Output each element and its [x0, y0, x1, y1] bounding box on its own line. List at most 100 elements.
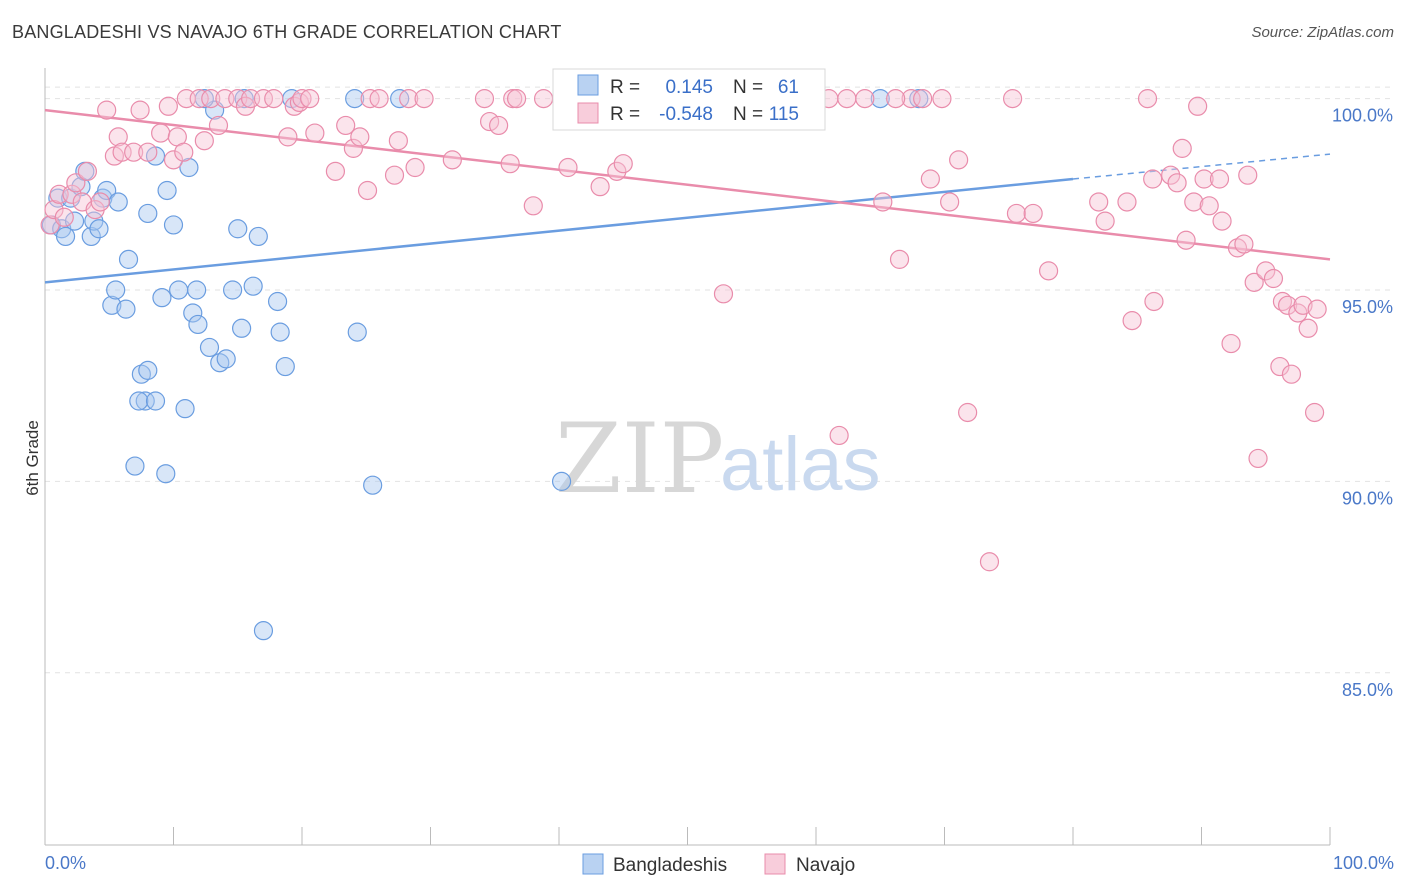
point-bangladeshis-42[interactable] — [228, 219, 248, 239]
point-navajo-64[interactable] — [613, 154, 633, 174]
point-navajo-90[interactable] — [1095, 211, 1115, 231]
point-navajo-116[interactable] — [1281, 364, 1302, 384]
point-navajo-48[interactable] — [399, 89, 419, 109]
point-navajo-36[interactable] — [292, 89, 312, 109]
point-navajo-87[interactable] — [1023, 203, 1043, 224]
point-navajo-17[interactable] — [151, 123, 171, 143]
point-navajo-86[interactable] — [1006, 203, 1027, 224]
point-bangladeshis-16[interactable] — [106, 280, 126, 300]
point-bangladeshis-17[interactable] — [116, 299, 136, 319]
point-navajo-15[interactable] — [130, 100, 150, 120]
point-bangladeshis-32[interactable] — [179, 157, 199, 178]
point-bangladeshis-47[interactable] — [267, 291, 288, 312]
point-bangladeshis-41[interactable] — [223, 280, 243, 300]
point-navajo-124[interactable] — [1143, 169, 1163, 189]
point-navajo-18[interactable] — [158, 96, 178, 116]
point-bangladeshis-13[interactable] — [108, 192, 128, 212]
point-navajo-105[interactable] — [1221, 333, 1241, 354]
point-navajo-43[interactable] — [357, 180, 378, 201]
point-bangladeshis-29[interactable] — [152, 288, 172, 308]
point-navajo-99[interactable] — [1184, 192, 1204, 212]
point-navajo-92[interactable] — [1122, 311, 1142, 331]
point-navajo-100[interactable] — [1188, 96, 1208, 116]
point-navajo-55[interactable] — [500, 154, 520, 174]
point-navajo-96[interactable] — [1167, 173, 1187, 193]
point-bangladeshis-35[interactable] — [187, 280, 207, 300]
point-bangladeshis-40[interactable] — [216, 349, 236, 369]
point-bangladeshis-33[interactable] — [183, 303, 203, 323]
point-bangladeshis-48[interactable] — [270, 322, 290, 342]
point-navajo-80[interactable] — [932, 89, 952, 109]
point-navajo-114[interactable] — [1272, 291, 1293, 312]
point-bangladeshis-21[interactable] — [138, 360, 158, 380]
point-navajo-111[interactable] — [1256, 261, 1276, 281]
point-navajo-34[interactable] — [284, 96, 304, 116]
point-bangladeshis-12[interactable] — [97, 180, 117, 201]
point-navajo-13[interactable] — [112, 142, 132, 162]
point-navajo-3[interactable] — [54, 207, 74, 227]
point-bangladeshis-22[interactable] — [145, 391, 166, 411]
point-navajo-42[interactable] — [350, 127, 370, 147]
point-navajo-39[interactable] — [325, 161, 346, 181]
legend-swatch-bangladeshis[interactable] — [582, 853, 604, 875]
point-bangladeshis-30[interactable] — [169, 280, 189, 300]
point-navajo-21[interactable] — [174, 142, 194, 162]
point-navajo-41[interactable] — [343, 138, 363, 158]
point-bangladeshis-58[interactable] — [870, 89, 890, 109]
point-navajo-112[interactable] — [1263, 268, 1284, 289]
point-navajo-94[interactable] — [1144, 291, 1164, 312]
point-navajo-25[interactable] — [201, 89, 221, 109]
point-bangladeshis-25[interactable] — [138, 203, 158, 224]
point-bangladeshis-23[interactable] — [125, 456, 145, 476]
point-navajo-83[interactable] — [958, 402, 978, 423]
point-navajo-38[interactable] — [305, 123, 325, 143]
point-navajo-72[interactable] — [829, 425, 849, 446]
point-navajo-23[interactable] — [189, 89, 209, 109]
point-navajo-79[interactable] — [920, 169, 940, 189]
point-navajo-19[interactable] — [163, 150, 184, 170]
point-navajo-113[interactable] — [1270, 356, 1290, 377]
point-bangladeshis-49[interactable] — [275, 356, 295, 377]
point-navajo-40[interactable] — [336, 115, 356, 136]
point-navajo-88[interactable] — [1038, 261, 1059, 281]
point-navajo-120[interactable] — [1304, 402, 1325, 423]
point-navajo-119[interactable] — [1298, 318, 1318, 338]
point-navajo-95[interactable] — [1161, 165, 1181, 185]
point-navajo-58[interactable] — [523, 196, 543, 216]
point-navajo-16[interactable] — [138, 142, 158, 162]
point-navajo-67[interactable] — [713, 284, 734, 304]
point-navajo-24[interactable] — [194, 131, 214, 151]
point-bangladeshis-14[interactable] — [118, 249, 139, 269]
point-bangladeshis-51[interactable] — [345, 89, 365, 109]
point-bangladeshis-10[interactable] — [89, 219, 109, 239]
point-bangladeshis-53[interactable] — [363, 475, 383, 495]
point-bangladeshis-60[interactable] — [253, 621, 274, 641]
point-navajo-91[interactable] — [1117, 192, 1137, 212]
point-navajo-26[interactable] — [208, 115, 229, 136]
point-navajo-110[interactable] — [1248, 448, 1268, 469]
point-navajo-46[interactable] — [384, 165, 405, 185]
point-navajo-33[interactable] — [278, 127, 298, 147]
point-navajo-7[interactable] — [77, 161, 98, 181]
point-navajo-59[interactable] — [533, 89, 554, 109]
point-bangladeshis-3[interactable] — [55, 226, 76, 247]
legend-label-navajo[interactable]: Navajo — [796, 855, 855, 876]
point-bangladeshis-34[interactable] — [188, 314, 208, 335]
point-navajo-5[interactable] — [66, 173, 86, 193]
point-navajo-31[interactable] — [253, 89, 274, 109]
point-bangladeshis-43[interactable] — [232, 318, 252, 338]
point-navajo-98[interactable] — [1176, 230, 1196, 250]
point-navajo-77[interactable] — [901, 89, 921, 109]
point-bangladeshis-46[interactable] — [248, 226, 268, 247]
point-navajo-32[interactable] — [264, 89, 284, 109]
point-navajo-89[interactable] — [1089, 192, 1109, 212]
point-navajo-107[interactable] — [1234, 234, 1254, 254]
point-navajo-51[interactable] — [442, 150, 462, 170]
point-navajo-54[interactable] — [489, 115, 509, 136]
point-navajo-1[interactable] — [44, 200, 64, 220]
point-navajo-62[interactable] — [590, 177, 610, 197]
point-bangladeshis-15[interactable] — [102, 295, 122, 315]
point-bangladeshis-36[interactable] — [199, 337, 220, 358]
point-navajo-82[interactable] — [949, 150, 969, 170]
point-bangladeshis-8[interactable] — [81, 226, 101, 247]
